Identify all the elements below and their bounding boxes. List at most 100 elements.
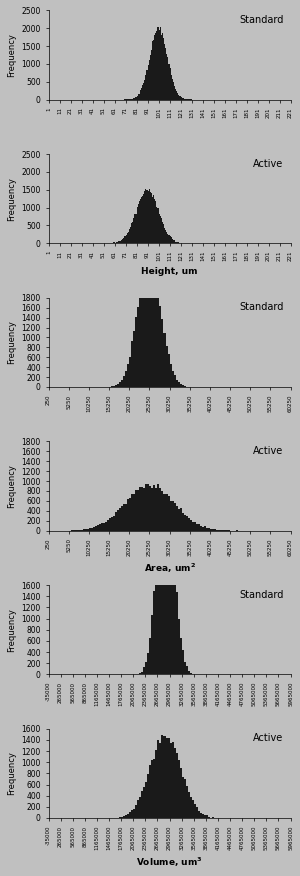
Bar — [171, 75, 172, 100]
Bar — [178, 95, 179, 100]
Bar — [135, 97, 136, 100]
Bar — [167, 234, 168, 244]
Bar — [167, 354, 169, 387]
Bar — [144, 80, 145, 100]
Bar — [162, 222, 163, 244]
Bar — [89, 528, 91, 531]
Bar — [177, 93, 178, 100]
Bar — [125, 504, 127, 531]
Bar — [161, 35, 162, 100]
Bar — [180, 768, 182, 818]
Bar — [117, 242, 118, 244]
Bar — [149, 638, 152, 675]
Y-axis label: Frequency: Frequency — [7, 608, 16, 652]
Bar — [145, 259, 147, 387]
Bar — [172, 742, 174, 818]
Bar — [194, 521, 196, 531]
Bar — [174, 375, 176, 387]
Bar — [204, 526, 206, 531]
Bar — [148, 60, 150, 100]
Bar — [136, 208, 138, 244]
Bar — [143, 194, 144, 244]
Bar — [143, 488, 145, 531]
Bar — [83, 529, 85, 531]
Bar — [117, 511, 119, 531]
Bar — [159, 743, 161, 818]
Bar — [145, 484, 147, 531]
Bar — [119, 241, 120, 244]
Bar — [184, 662, 186, 675]
Bar — [111, 517, 113, 531]
Bar — [179, 95, 181, 100]
Bar — [141, 197, 142, 244]
Bar — [159, 307, 161, 387]
Bar — [113, 516, 115, 531]
Bar — [136, 95, 138, 100]
Bar — [129, 812, 131, 818]
Bar — [147, 253, 149, 387]
Bar — [161, 319, 164, 387]
Bar — [159, 488, 161, 531]
Bar — [154, 34, 155, 100]
Bar — [121, 240, 122, 244]
Bar — [188, 518, 190, 531]
Bar — [120, 241, 121, 244]
Bar — [140, 199, 141, 244]
Bar — [93, 527, 95, 531]
Bar — [127, 499, 129, 531]
Bar — [160, 26, 161, 100]
Bar — [158, 484, 159, 531]
Bar — [133, 331, 135, 387]
Bar — [168, 64, 169, 100]
Bar — [125, 371, 127, 387]
Bar — [109, 519, 111, 531]
Bar — [119, 507, 121, 531]
Bar — [128, 232, 129, 244]
Bar — [158, 526, 159, 675]
Bar — [164, 463, 166, 675]
Bar — [204, 816, 206, 818]
Bar — [180, 508, 182, 531]
Bar — [145, 74, 146, 100]
Bar — [186, 786, 188, 818]
Bar — [139, 288, 141, 387]
Bar — [182, 512, 184, 531]
Bar — [155, 566, 158, 675]
Bar — [183, 98, 184, 100]
Bar — [200, 813, 202, 818]
Bar — [150, 55, 151, 100]
Bar — [147, 653, 149, 675]
Bar — [200, 526, 202, 531]
Bar — [210, 529, 212, 531]
Bar — [145, 782, 147, 818]
Bar — [123, 238, 124, 244]
Bar — [158, 30, 160, 100]
Bar — [153, 590, 155, 675]
Bar — [152, 253, 153, 387]
Bar — [158, 740, 159, 818]
Bar — [151, 50, 152, 100]
Bar — [212, 529, 214, 531]
Text: Standard: Standard — [239, 15, 283, 25]
Bar — [152, 488, 153, 531]
Bar — [166, 463, 167, 675]
Bar — [158, 214, 160, 244]
Bar — [198, 811, 200, 818]
Bar — [143, 265, 145, 387]
Bar — [182, 385, 184, 387]
Bar — [152, 196, 153, 244]
Bar — [137, 800, 139, 818]
Bar — [152, 41, 153, 100]
Bar — [103, 523, 105, 531]
Bar — [176, 591, 178, 675]
Bar — [165, 48, 166, 100]
Bar — [161, 218, 162, 244]
Bar — [188, 793, 190, 818]
Bar — [141, 487, 143, 531]
Bar — [161, 481, 164, 675]
Bar — [164, 494, 166, 531]
Bar — [121, 816, 123, 818]
Bar — [168, 235, 169, 244]
Bar — [156, 32, 158, 100]
Bar — [163, 224, 164, 244]
